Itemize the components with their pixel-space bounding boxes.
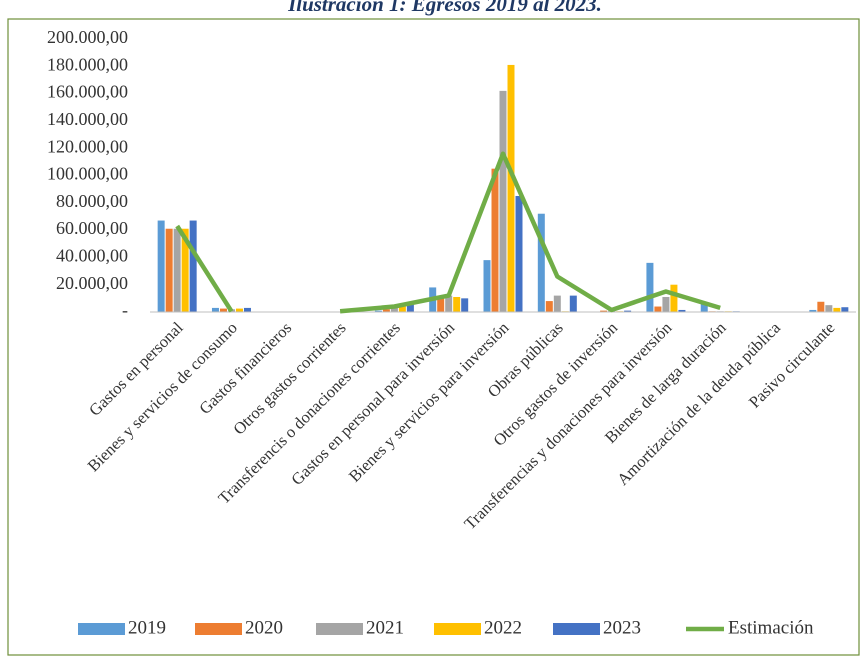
bar [678,309,686,312]
y-tick-label: 100.000,00 [47,164,128,184]
bar [453,296,461,312]
bar [841,307,849,312]
bar [507,64,515,312]
y-tick-label: 180.000,00 [47,54,128,74]
legend-label: 2021 [366,617,404,638]
bar [382,309,390,312]
bar [654,306,662,312]
legend-swatch [78,623,125,635]
bar [537,213,545,312]
bar [670,284,678,312]
bar [398,306,406,312]
bar [600,310,608,312]
bar [189,220,197,312]
bar [181,228,189,312]
bar [157,220,165,312]
line-series [175,151,721,314]
y-tick-label: 60.000,00 [56,218,128,238]
bar [173,228,181,312]
bar [817,301,825,312]
legend-swatch [195,623,242,635]
y-tick-label: 120.000,00 [47,136,128,156]
y-tick-label: - [122,300,128,320]
legend-swatch [553,623,600,635]
bar [390,307,398,312]
bar [219,308,227,312]
legend-label: Estimación [728,617,814,638]
bar [406,303,414,312]
bar [437,298,445,312]
legend-swatch [316,623,363,635]
bar [646,262,654,312]
y-tick-label: 80.000,00 [56,191,128,211]
bar [569,295,577,312]
bar [165,228,173,312]
bar [809,309,817,312]
y-tick-label: 20.000,00 [56,273,128,293]
y-tick-label: 160.000,00 [47,82,128,102]
bar [545,301,553,312]
bar [211,307,219,312]
legend-swatch [434,623,481,635]
bar [700,302,708,312]
bar [833,307,841,312]
bar [499,90,507,313]
legend-label: 2019 [128,617,166,638]
chart-title: Ilustración 1: Egresos 2019 al 2023. [287,0,602,16]
bar [445,295,453,312]
bar [374,310,382,312]
legend-label: 2022 [484,617,522,638]
bar [515,195,523,312]
bar [624,310,632,312]
bar [461,298,469,312]
y-tick-label: 40.000,00 [56,246,128,266]
bar [243,307,251,312]
bar [553,295,561,312]
chart-frame [7,18,860,656]
y-tick-label: 140.000,00 [47,109,128,129]
legend-label: 2023 [603,617,641,638]
legend-label: 2020 [245,617,283,638]
y-tick-label: 200.000,00 [47,27,128,47]
bar [825,305,833,312]
bar [491,168,499,312]
bar [235,308,243,312]
bar [662,296,670,312]
bar [483,260,491,312]
